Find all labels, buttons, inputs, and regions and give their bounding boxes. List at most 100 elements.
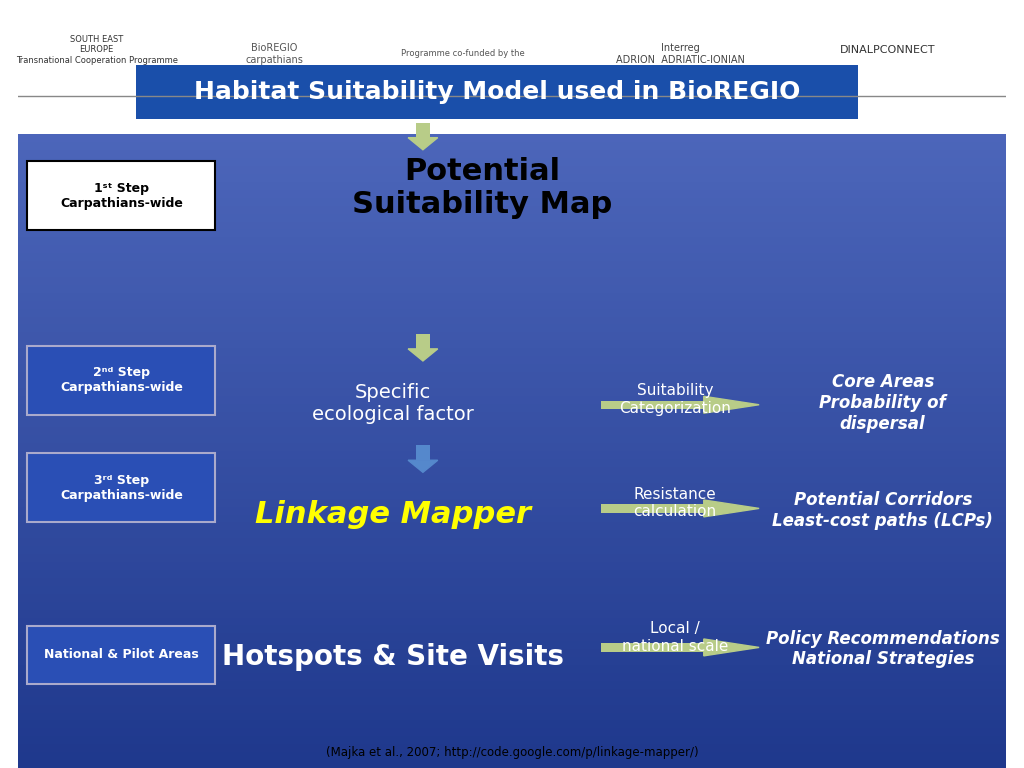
FancyBboxPatch shape <box>17 744 1007 752</box>
FancyBboxPatch shape <box>17 419 1007 428</box>
FancyBboxPatch shape <box>17 182 1007 190</box>
FancyBboxPatch shape <box>416 123 430 137</box>
FancyBboxPatch shape <box>17 507 1007 515</box>
FancyBboxPatch shape <box>17 562 1007 570</box>
Polygon shape <box>703 396 759 413</box>
FancyBboxPatch shape <box>17 325 1007 333</box>
FancyBboxPatch shape <box>17 681 1007 689</box>
FancyBboxPatch shape <box>17 214 1007 221</box>
FancyBboxPatch shape <box>17 515 1007 522</box>
Polygon shape <box>409 349 437 361</box>
Text: Local /
national scale: Local / national scale <box>622 621 728 654</box>
FancyBboxPatch shape <box>17 697 1007 705</box>
FancyBboxPatch shape <box>17 151 1007 158</box>
FancyBboxPatch shape <box>17 625 1007 634</box>
Text: 1ˢᵗ Step
Carpathians-wide: 1ˢᵗ Step Carpathians-wide <box>59 182 182 210</box>
Text: Programme co-funded by the: Programme co-funded by the <box>400 49 524 58</box>
FancyBboxPatch shape <box>28 346 215 415</box>
FancyBboxPatch shape <box>17 174 1007 182</box>
FancyBboxPatch shape <box>17 285 1007 293</box>
FancyBboxPatch shape <box>17 546 1007 554</box>
FancyBboxPatch shape <box>17 531 1007 538</box>
Text: National & Pilot Areas: National & Pilot Areas <box>44 648 199 661</box>
Text: Interreg
ADRION  ADRIATIC-IONIAN: Interreg ADRION ADRIATIC-IONIAN <box>615 43 744 65</box>
FancyBboxPatch shape <box>17 435 1007 443</box>
FancyBboxPatch shape <box>17 459 1007 467</box>
FancyBboxPatch shape <box>17 522 1007 531</box>
FancyBboxPatch shape <box>17 649 1007 657</box>
FancyBboxPatch shape <box>17 396 1007 404</box>
FancyBboxPatch shape <box>17 380 1007 388</box>
FancyBboxPatch shape <box>17 498 1007 507</box>
FancyBboxPatch shape <box>17 657 1007 665</box>
Text: 2ⁿᵈ Step
Carpathians-wide: 2ⁿᵈ Step Carpathians-wide <box>59 366 182 394</box>
FancyBboxPatch shape <box>17 570 1007 578</box>
FancyBboxPatch shape <box>17 404 1007 412</box>
FancyBboxPatch shape <box>17 665 1007 673</box>
FancyBboxPatch shape <box>28 161 215 230</box>
FancyBboxPatch shape <box>416 334 430 349</box>
FancyBboxPatch shape <box>17 689 1007 697</box>
FancyBboxPatch shape <box>17 586 1007 594</box>
Polygon shape <box>703 500 759 517</box>
Text: Potential
Suitability Map: Potential Suitability Map <box>352 157 612 220</box>
FancyBboxPatch shape <box>17 142 1007 151</box>
Polygon shape <box>703 639 759 656</box>
FancyBboxPatch shape <box>601 401 703 409</box>
FancyBboxPatch shape <box>17 316 1007 325</box>
FancyBboxPatch shape <box>17 293 1007 301</box>
FancyBboxPatch shape <box>17 372 1007 380</box>
FancyBboxPatch shape <box>17 483 1007 491</box>
FancyBboxPatch shape <box>17 245 1007 253</box>
FancyBboxPatch shape <box>17 333 1007 340</box>
FancyBboxPatch shape <box>17 364 1007 372</box>
FancyBboxPatch shape <box>17 594 1007 601</box>
FancyBboxPatch shape <box>17 221 1007 230</box>
Polygon shape <box>409 137 437 150</box>
FancyBboxPatch shape <box>17 610 1007 617</box>
FancyBboxPatch shape <box>17 134 1007 142</box>
FancyBboxPatch shape <box>17 705 1007 713</box>
FancyBboxPatch shape <box>17 452 1007 459</box>
FancyBboxPatch shape <box>17 538 1007 546</box>
Text: BioREGIO
carpathians: BioREGIO carpathians <box>246 43 303 65</box>
FancyBboxPatch shape <box>17 309 1007 316</box>
FancyBboxPatch shape <box>17 475 1007 483</box>
Text: SOUTH EAST
EUROPE
Transnational Cooperation Programme: SOUTH EAST EUROPE Transnational Cooperat… <box>15 35 177 65</box>
FancyBboxPatch shape <box>17 166 1007 174</box>
FancyBboxPatch shape <box>17 752 1007 760</box>
FancyBboxPatch shape <box>17 737 1007 744</box>
Polygon shape <box>409 460 437 472</box>
FancyBboxPatch shape <box>17 617 1007 625</box>
FancyBboxPatch shape <box>17 356 1007 364</box>
FancyBboxPatch shape <box>17 388 1007 396</box>
FancyBboxPatch shape <box>28 453 215 522</box>
Text: Potential Corridors
Least-cost paths (LCPs): Potential Corridors Least-cost paths (LC… <box>772 492 993 530</box>
FancyBboxPatch shape <box>17 634 1007 641</box>
FancyBboxPatch shape <box>17 230 1007 237</box>
FancyBboxPatch shape <box>17 198 1007 206</box>
FancyBboxPatch shape <box>17 760 1007 768</box>
Text: DINALPCONNECT: DINALPCONNECT <box>840 45 935 55</box>
FancyBboxPatch shape <box>17 720 1007 728</box>
FancyBboxPatch shape <box>17 253 1007 261</box>
Text: Specific
ecological factor: Specific ecological factor <box>312 382 474 424</box>
Text: Resistance
calculation: Resistance calculation <box>634 487 717 519</box>
FancyBboxPatch shape <box>17 158 1007 166</box>
FancyBboxPatch shape <box>17 190 1007 198</box>
FancyBboxPatch shape <box>601 644 703 651</box>
FancyBboxPatch shape <box>17 554 1007 562</box>
FancyBboxPatch shape <box>17 412 1007 419</box>
FancyBboxPatch shape <box>17 206 1007 214</box>
Text: Policy Recommendations
National Strategies: Policy Recommendations National Strategi… <box>766 630 999 668</box>
FancyBboxPatch shape <box>17 578 1007 586</box>
FancyBboxPatch shape <box>17 443 1007 452</box>
FancyBboxPatch shape <box>17 428 1007 435</box>
FancyBboxPatch shape <box>17 269 1007 277</box>
FancyBboxPatch shape <box>17 467 1007 475</box>
FancyBboxPatch shape <box>17 277 1007 285</box>
Text: Linkage Mapper: Linkage Mapper <box>255 500 531 529</box>
FancyBboxPatch shape <box>17 728 1007 737</box>
Text: 3ʳᵈ Step
Carpathians-wide: 3ʳᵈ Step Carpathians-wide <box>59 474 182 502</box>
Text: Habitat Suitability Model used in BioREGIO: Habitat Suitability Model used in BioREG… <box>194 80 801 104</box>
